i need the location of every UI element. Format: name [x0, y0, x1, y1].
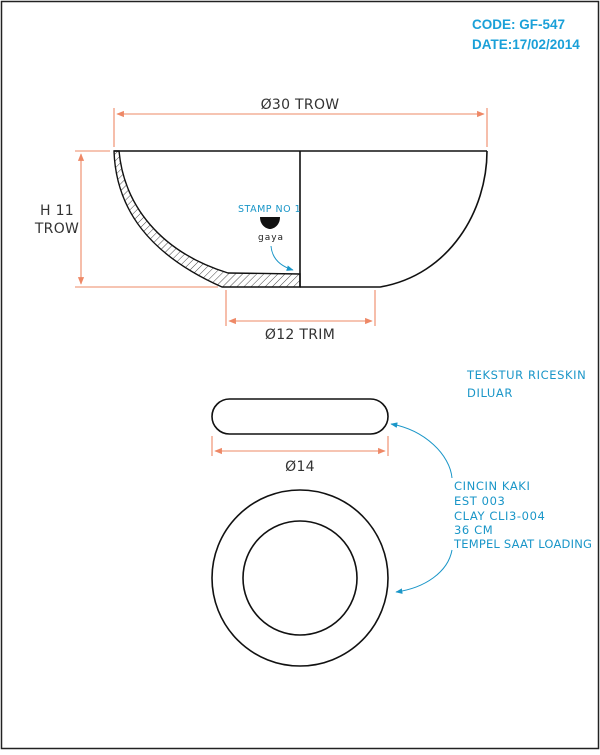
trim-diameter-dimension: Ø12 TRIM [225, 290, 376, 343]
foot-ring-outer-circle [211, 489, 389, 667]
stamp-logo-icon [260, 217, 280, 229]
stamp-marker: STAMP NO 1 gaya [238, 204, 301, 271]
bowl-section-view [113, 150, 488, 288]
foot-ring-side-view [211, 398, 389, 435]
trim-diameter-label: Ø12 TRIM [265, 327, 335, 343]
foot-ring-top-view [211, 489, 389, 667]
top-diameter-label: Ø30 TROW [261, 97, 340, 113]
stamp-label: STAMP NO 1 [238, 204, 301, 215]
foot-ring-note-line3: CLAY CLI3-004 [454, 509, 545, 523]
top-diameter-dimension: Ø30 TROW [113, 97, 488, 147]
foot-ring-note-line1: CINCIN KAKI [454, 479, 530, 493]
ring-leader-arrow-bottom [395, 549, 453, 594]
height-label-line1: H 11 [40, 203, 74, 219]
texture-note-line1: TEKSTUR RICESKIN [466, 368, 586, 382]
texture-note-line2: DILUAR [467, 386, 513, 400]
height-dimension: H 11 TROW [34, 150, 218, 288]
stamp-leader-arrow [270, 245, 294, 271]
drawing-date: DATE:17/02/2014 [472, 37, 580, 52]
foot-ring-note-line2: EST 003 [454, 494, 505, 508]
ring-diameter-dimension: Ø14 [211, 436, 389, 475]
foot-ring-note-line5: TEMPEL SAAT LOADING [453, 537, 592, 551]
product-code: CODE: GF-547 [472, 17, 565, 32]
ring-diameter-label: Ø14 [285, 459, 315, 475]
height-label-line2: TROW [34, 221, 79, 237]
stamp-logo-text: gaya [258, 233, 284, 243]
texture-note: TEKSTUR RICESKIN DILUAR [466, 368, 586, 400]
foot-ring-inner-circle [242, 520, 358, 636]
ring-leader-arrow-top [390, 422, 453, 479]
foot-ring-note: CINCIN KAKI EST 003 CLAY CLI3-004 36 CM … [390, 422, 592, 594]
bowl-outer-profile [300, 150, 488, 288]
foot-ring-note-line4: 36 CM [454, 523, 493, 537]
